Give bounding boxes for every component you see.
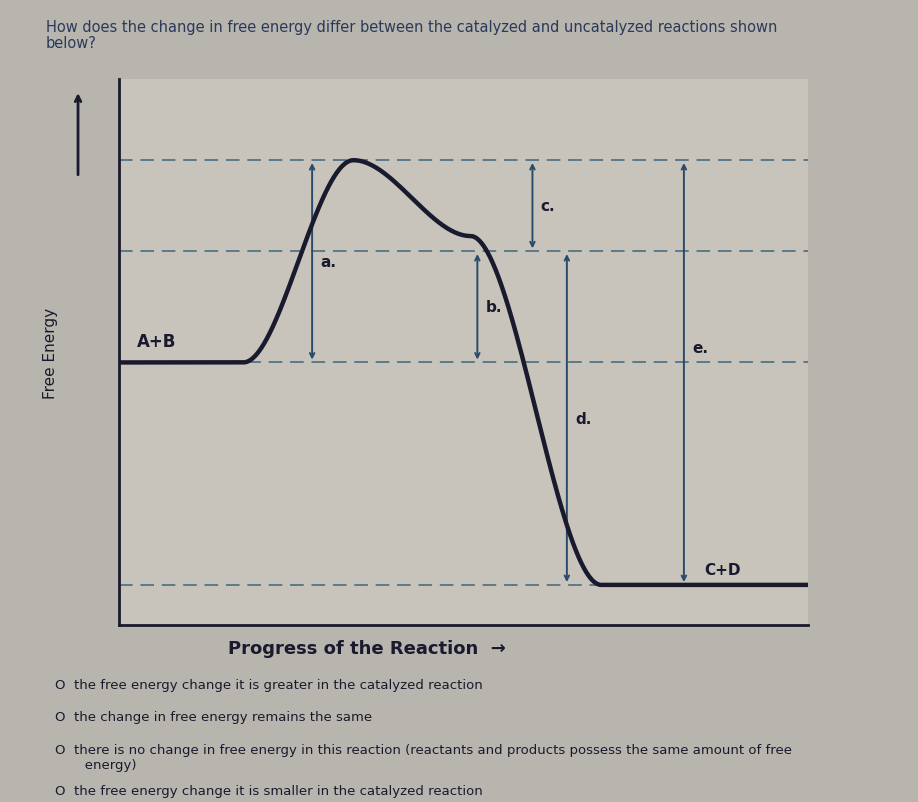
Text: c.: c. (541, 199, 555, 214)
Text: C+D: C+D (705, 563, 741, 577)
Text: d.: d. (576, 411, 591, 426)
Text: How does the change in free energy differ between the catalyzed and uncatalyzed : How does the change in free energy diffe… (46, 20, 778, 35)
Text: A+B: A+B (137, 332, 176, 350)
Text: Free Energy: Free Energy (43, 307, 58, 399)
Text: b.: b. (486, 300, 502, 315)
Text: O  there is no change in free energy in this reaction (reactants and products po: O there is no change in free energy in t… (55, 743, 792, 772)
Text: a.: a. (320, 254, 336, 269)
Text: below?: below? (46, 36, 96, 51)
Text: e.: e. (692, 340, 708, 355)
Text: Progress of the Reaction  →: Progress of the Reaction → (229, 640, 506, 658)
Text: O  the free energy change it is greater in the catalyzed reaction: O the free energy change it is greater i… (55, 678, 483, 691)
Text: O  the change in free energy remains the same: O the change in free energy remains the … (55, 710, 372, 723)
Text: O  the free energy change it is smaller in the catalyzed reaction: O the free energy change it is smaller i… (55, 784, 483, 797)
